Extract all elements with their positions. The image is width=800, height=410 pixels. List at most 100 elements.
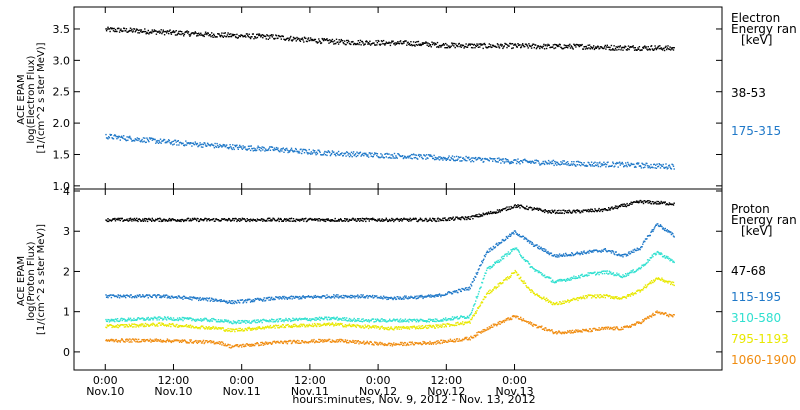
data-point (517, 234, 520, 237)
data-point (191, 32, 194, 34)
data-point (143, 140, 145, 142)
data-point (284, 148, 286, 151)
data-point (612, 161, 614, 163)
data-point (123, 219, 126, 221)
data-point (252, 299, 254, 301)
data-point (191, 325, 194, 327)
data-point (180, 33, 182, 36)
data-point (256, 298, 258, 300)
data-point (387, 328, 389, 331)
data-point (498, 157, 500, 159)
data-point (657, 45, 660, 47)
data-point (547, 43, 549, 46)
data-point (496, 286, 499, 288)
data-point (271, 219, 274, 221)
data-point (601, 164, 603, 167)
data-point (383, 43, 385, 45)
data-point (131, 220, 133, 222)
data-point (204, 31, 207, 33)
data-point (498, 209, 501, 211)
data-point (470, 311, 473, 314)
data-point (385, 296, 387, 298)
data-point (592, 46, 594, 49)
data-point (398, 43, 400, 45)
data-point (319, 151, 321, 154)
data-point (347, 320, 349, 322)
data-point (333, 220, 336, 222)
data-point (480, 215, 482, 217)
data-point (131, 297, 133, 299)
data-point (385, 328, 387, 330)
data-point (432, 218, 435, 220)
data-point (421, 156, 423, 158)
data-point (488, 248, 490, 250)
data-point (115, 325, 117, 327)
data-point (449, 318, 451, 320)
data-point (358, 318, 360, 320)
data-point (317, 149, 319, 151)
data-point (507, 159, 509, 161)
data-point (633, 251, 635, 253)
data-point (575, 212, 577, 214)
data-point (176, 219, 179, 221)
data-point (232, 301, 235, 304)
data-point (510, 234, 512, 236)
data-point (528, 242, 531, 244)
data-point (314, 319, 316, 321)
data-point (522, 256, 525, 259)
data-point (483, 275, 486, 277)
data-point (259, 297, 261, 300)
data-point (244, 328, 246, 330)
data-point (161, 31, 164, 33)
data-point (254, 319, 256, 321)
data-point (317, 324, 319, 326)
data-point (114, 220, 117, 222)
data-point (618, 161, 621, 163)
data-point (208, 326, 210, 328)
data-point (274, 298, 276, 301)
data-point (465, 287, 467, 289)
data-point (293, 325, 295, 328)
data-point (244, 146, 246, 148)
data-point (299, 220, 301, 222)
data-point (276, 148, 278, 151)
data-point (418, 295, 420, 297)
data-point (296, 295, 298, 298)
data-point (326, 151, 329, 154)
data-point (153, 30, 155, 33)
data-point (126, 324, 128, 326)
data-point (554, 254, 556, 256)
data-point (305, 37, 307, 40)
data-point (432, 295, 435, 298)
data-point (264, 299, 267, 302)
data-point (380, 43, 382, 45)
data-point (228, 320, 230, 322)
data-point (126, 320, 128, 322)
data-point (493, 45, 495, 48)
data-point (506, 279, 508, 281)
data-point (514, 230, 516, 232)
data-point (230, 328, 233, 330)
data-point (348, 152, 350, 155)
data-point (631, 271, 633, 274)
data-point (280, 297, 282, 299)
data-point (284, 218, 287, 220)
data-point (451, 319, 453, 321)
data-point (264, 220, 267, 222)
data-point (155, 295, 157, 297)
data-point (431, 155, 433, 158)
data-point (493, 247, 495, 249)
data-point (490, 44, 492, 46)
data-point (358, 153, 360, 155)
data-point (667, 167, 669, 169)
data-point (384, 327, 387, 329)
data-point (228, 146, 231, 149)
data-point (618, 48, 620, 51)
data-point (144, 217, 146, 220)
data-point (365, 296, 367, 298)
data-point (642, 265, 645, 267)
data-point (390, 154, 392, 156)
data-point (250, 328, 252, 330)
data-point (646, 162, 648, 165)
data-point (579, 161, 581, 163)
